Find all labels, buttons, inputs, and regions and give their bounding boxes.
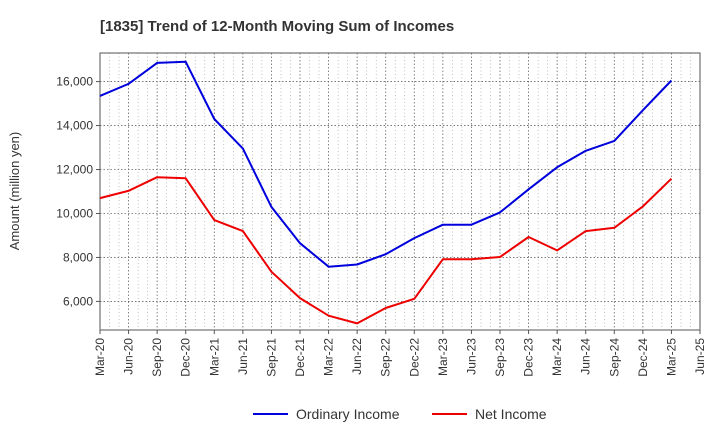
series-line-ordinary-income [99, 60, 673, 268]
x-tick-label: Mar-22 [322, 338, 336, 376]
data-point-ordinary-income [642, 109, 644, 111]
x-tick-label: Dec-20 [179, 338, 193, 377]
data-point-net-income [299, 297, 301, 299]
data-point-ordinary-income [556, 166, 558, 168]
data-point-net-income [356, 322, 358, 324]
data-point-ordinary-income [470, 223, 472, 225]
y-axis-ticks: 6,000 8,000 10,000 12,000 14,000 16,000 [56, 75, 100, 308]
x-tick-label: Mar-25 [664, 338, 678, 376]
data-point-ordinary-income [242, 147, 244, 149]
data-point-net-income [642, 205, 644, 207]
data-point-net-income [327, 315, 329, 317]
data-point-ordinary-income [270, 206, 272, 208]
grid [100, 53, 700, 330]
y-tick-label: 8,000 [63, 250, 93, 264]
data-point-ordinary-income [585, 150, 587, 152]
data-point-net-income [242, 230, 244, 232]
data-point-net-income [270, 271, 272, 273]
x-tick-label: Jun-21 [236, 338, 250, 375]
data-point-net-income [127, 190, 129, 192]
x-tick-label: Sep-20 [150, 338, 164, 377]
data-point-ordinary-income [499, 211, 501, 213]
data-point-ordinary-income [299, 242, 301, 244]
x-tick-label: Dec-24 [636, 338, 650, 377]
data-point-ordinary-income [185, 61, 187, 63]
data-point-ordinary-income [442, 223, 444, 225]
data-point-ordinary-income [670, 79, 672, 81]
legend-net-income-label: Net Income [475, 406, 547, 422]
x-tick-label: Sep-24 [607, 338, 621, 377]
x-tick-label: Sep-21 [264, 338, 278, 377]
x-tick-label: Jun-20 [122, 338, 136, 375]
data-point-net-income [442, 258, 444, 260]
data-point-ordinary-income [385, 253, 387, 255]
x-tick-label: Sep-22 [379, 338, 393, 377]
data-point-net-income [213, 219, 215, 221]
x-axis-ticks: Mar-20 Jun-20 Sep-20 Dec-20 Mar-21 Jun-21 Sep-… [93, 330, 707, 377]
legend-ordinary-income-label: Ordinary Income [296, 406, 400, 422]
data-point-ordinary-income [156, 62, 158, 64]
x-tick-label: Jun-25 [693, 338, 707, 375]
x-tick-label: Sep-23 [493, 338, 507, 377]
x-tick-label: Jun-24 [579, 338, 593, 375]
y-axis-label: Amount (million yen) [7, 132, 22, 251]
data-point-net-income [156, 176, 158, 178]
data-point-ordinary-income [213, 118, 215, 120]
x-tick-label: Mar-21 [207, 338, 221, 376]
plot-frame [99, 52, 701, 331]
x-tick-label: Mar-23 [436, 338, 450, 376]
data-point-net-income [585, 230, 587, 232]
y-tick-label: 10,000 [56, 206, 93, 220]
data-point-net-income [613, 227, 615, 229]
x-tick-label: Dec-23 [522, 338, 536, 377]
data-point-net-income [556, 249, 558, 251]
legend: Ordinary Income Net Income [253, 406, 547, 422]
x-tick-label: Mar-24 [550, 338, 564, 376]
data-point-net-income [499, 256, 501, 258]
data-point-ordinary-income [327, 265, 329, 267]
data-point-ordinary-income [527, 188, 529, 190]
data-point-ordinary-income [613, 140, 615, 142]
data-point-net-income [385, 307, 387, 309]
series-line-net-income [99, 176, 673, 325]
data-point-ordinary-income [127, 83, 129, 85]
y-tick-label: 14,000 [56, 119, 93, 133]
data-point-ordinary-income [356, 263, 358, 265]
y-tick-label: 12,000 [56, 163, 93, 177]
x-tick-label: Dec-22 [407, 338, 421, 377]
data-point-net-income [185, 177, 187, 179]
x-tick-label: Mar-20 [93, 338, 107, 376]
data-point-net-income [670, 178, 672, 180]
x-tick-label: Jun-22 [350, 338, 364, 375]
series [99, 60, 673, 325]
data-point-net-income [470, 258, 472, 260]
y-tick-label: 6,000 [63, 294, 93, 308]
data-point-net-income [527, 236, 529, 238]
x-tick-label: Jun-23 [464, 338, 478, 375]
data-point-ordinary-income [413, 237, 415, 239]
y-tick-label: 16,000 [56, 75, 93, 89]
data-point-net-income [99, 197, 101, 199]
x-tick-label: Dec-21 [293, 338, 307, 377]
data-point-ordinary-income [99, 95, 101, 97]
data-point-net-income [413, 298, 415, 300]
chart-title: [1835] Trend of 12-Month Moving Sum of I… [100, 18, 454, 35]
